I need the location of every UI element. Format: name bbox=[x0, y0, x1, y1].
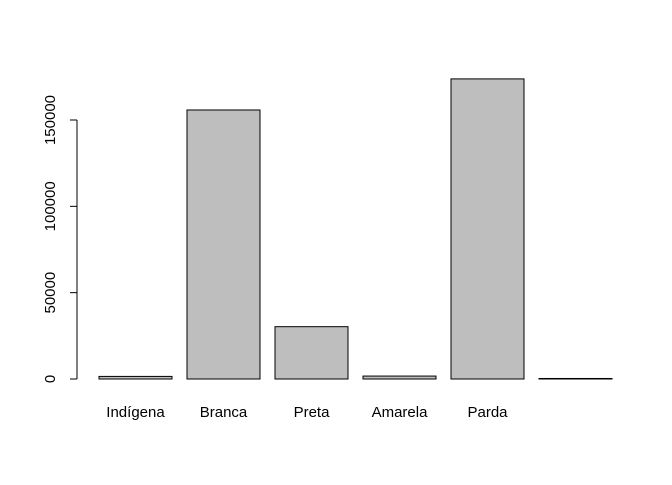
y-tick-label-150000: 150000 bbox=[42, 95, 59, 145]
bar-parda bbox=[450, 78, 525, 380]
bars-group bbox=[98, 78, 613, 380]
x-tick-label-amarela: Amarela bbox=[372, 404, 429, 421]
x-tick-label-indigena: Indígena bbox=[106, 404, 165, 421]
bar-indigena bbox=[98, 375, 173, 380]
bar-amarela bbox=[362, 375, 437, 380]
bar-branca bbox=[186, 109, 261, 380]
x-tick-label-branca: Branca bbox=[200, 404, 248, 421]
bar-blank-5 bbox=[538, 377, 613, 380]
x-tick-label-preta: Preta bbox=[294, 404, 331, 421]
bar-preta bbox=[274, 326, 349, 380]
y-tick-label-0: 0 bbox=[42, 375, 59, 383]
y-tick-label-100000: 100000 bbox=[42, 181, 59, 231]
y-tick-label-50000: 50000 bbox=[42, 272, 59, 314]
x-tick-label-parda: Parda bbox=[467, 404, 508, 421]
y-axis: 0 50000 100000 150000 bbox=[42, 95, 78, 383]
x-axis-labels: Indígena Branca Preta Amarela Parda bbox=[106, 404, 508, 421]
